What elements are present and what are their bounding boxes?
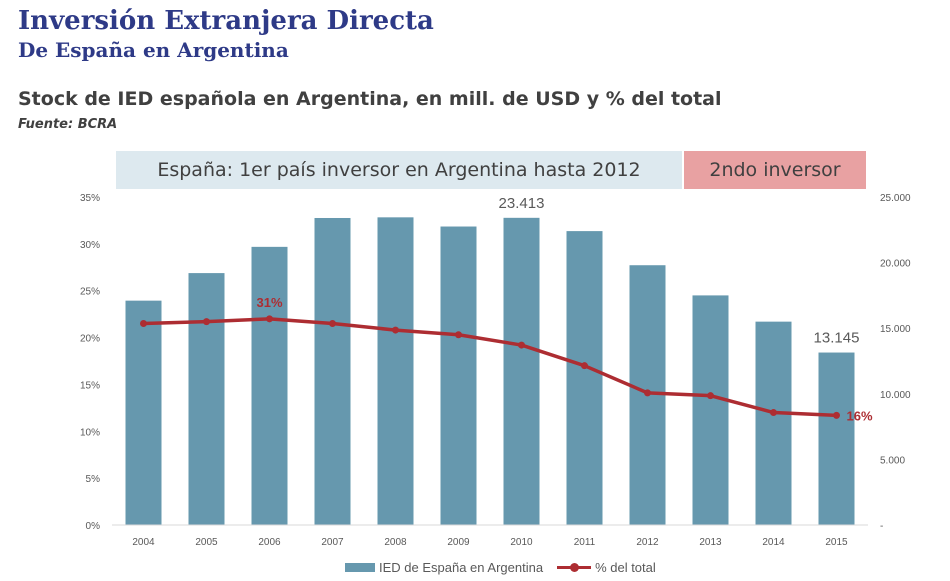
line-point	[266, 315, 273, 323]
banner-second-investor: 2ndo inversor	[684, 151, 866, 189]
bar	[692, 295, 729, 525]
line-point	[518, 341, 525, 349]
x-tick-label: 2009	[447, 537, 470, 548]
y-right-tick-label: 10.000	[880, 390, 911, 401]
x-tick-label: 2005	[195, 537, 218, 548]
legend-label-line: % del total	[595, 560, 656, 575]
y-right-tick-label: 20.000	[880, 259, 911, 270]
banner-first-investor: España: 1er país inversor en Argentina h…	[116, 151, 682, 189]
x-tick-label: 2013	[699, 537, 722, 548]
page-title: Inversión Extranjera Directa	[18, 6, 434, 36]
bar	[251, 246, 288, 525]
x-tick-label: 2004	[132, 537, 155, 548]
line-point	[203, 318, 210, 326]
chart-title: Stock de IED española en Argentina, en m…	[18, 88, 722, 110]
legend-bar-swatch	[345, 563, 375, 572]
legend-label-bars: IED de España en Argentina	[379, 560, 544, 575]
y-left-tick-label: 20%	[80, 334, 100, 345]
line-point	[833, 411, 840, 419]
x-tick-label: 2015	[825, 537, 848, 548]
bar	[188, 273, 225, 525]
bar	[125, 300, 162, 525]
chart-legend: IED de España en Argentina % del total	[345, 560, 656, 575]
y-right-tick-label: 25.000	[880, 193, 911, 204]
line-point	[644, 389, 651, 397]
bar	[314, 217, 351, 525]
x-tick-label: 2010	[510, 537, 533, 548]
bar-data-label: 13.145	[814, 330, 860, 347]
y-right-tick-label: 5.000	[880, 455, 905, 466]
y-left-tick-label: 35%	[80, 193, 100, 204]
x-tick-label: 2007	[321, 537, 344, 548]
y-left-tick-label: 25%	[80, 287, 100, 298]
legend-line-swatch	[557, 563, 592, 572]
chart-source: Fuente: BCRA	[18, 117, 118, 132]
bar	[440, 226, 477, 525]
y-right-tick-label: 15.000	[880, 324, 911, 335]
line-point	[770, 409, 777, 417]
percent-line	[143, 317, 837, 418]
y-left-tick-label: 15%	[80, 380, 100, 391]
x-tick-label: 2008	[384, 537, 407, 548]
line-point	[707, 392, 714, 400]
y-left-tick-label: 0%	[86, 521, 101, 532]
line-point	[455, 331, 462, 339]
x-tick-label: 2014	[762, 537, 785, 548]
line-point	[140, 320, 147, 328]
line-point	[581, 362, 588, 370]
bar	[503, 217, 540, 525]
x-tick-label: 2012	[636, 537, 659, 548]
y-left-tick-label: 10%	[80, 427, 100, 438]
line-data-label: 31%	[256, 295, 282, 310]
y-left-tick-label: 30%	[80, 240, 100, 251]
bar	[818, 352, 855, 525]
x-tick-label: 2011	[574, 537, 596, 548]
line-point	[392, 326, 399, 334]
x-tick-label: 2006	[258, 537, 281, 548]
y-left-tick-label: 5%	[86, 474, 101, 485]
bar	[755, 321, 792, 525]
line-data-label: 16%	[847, 408, 873, 423]
bar-data-label: 23.413	[499, 195, 545, 212]
bar	[566, 231, 603, 525]
line-point	[329, 320, 336, 328]
y-right-tick-label: -	[880, 521, 883, 532]
page-subtitle: De España en Argentina	[18, 38, 289, 62]
bar	[377, 217, 414, 525]
